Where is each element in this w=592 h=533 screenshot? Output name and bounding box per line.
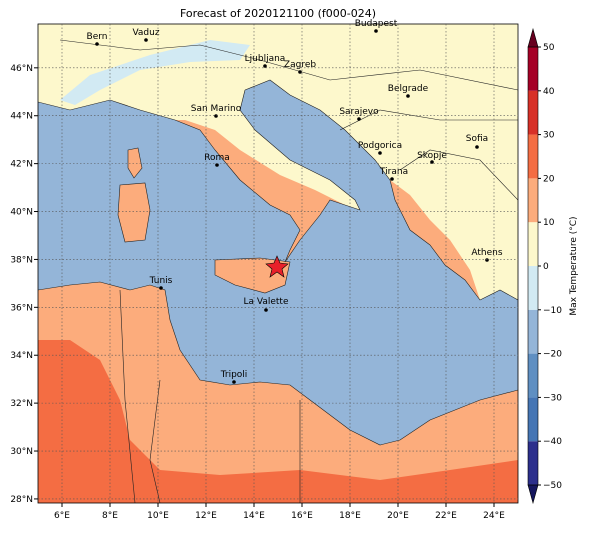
city-label: La Valette xyxy=(244,297,289,307)
x-tick-label: 24°E xyxy=(483,511,505,521)
x-tick-label: 22°E xyxy=(435,511,457,521)
sardinia xyxy=(117,182,151,243)
city-dot xyxy=(298,70,302,74)
corsica xyxy=(127,147,143,179)
greece-coast xyxy=(390,180,480,300)
x-tick-label: 8°E xyxy=(102,511,118,521)
colorbar-tick-label: 20 xyxy=(543,174,555,184)
y-tick-label: 46°N xyxy=(10,64,33,74)
y-tick-label: 44°N xyxy=(10,112,33,122)
city-label: Athens xyxy=(471,248,502,258)
colorbar-bin xyxy=(528,178,538,223)
y-tick-label: 28°N xyxy=(10,495,33,505)
map-frame xyxy=(37,23,519,504)
colorbar-tick-label: −30 xyxy=(543,393,562,403)
colorbar-tick-label: 40 xyxy=(543,87,555,97)
colorbar-bin xyxy=(528,397,538,442)
y-tick-label: 32°N xyxy=(10,399,33,409)
city-label: Belgrade xyxy=(388,84,429,94)
colorbar-bin xyxy=(528,47,538,91)
city-dot xyxy=(485,258,489,262)
colorbar-bin xyxy=(528,90,538,135)
city-dot xyxy=(378,151,382,155)
colorbar-tick-label: −50 xyxy=(543,481,562,491)
city-dot xyxy=(430,160,434,164)
city-label: Podgorica xyxy=(358,141,402,151)
colorbar-bin xyxy=(528,134,538,179)
borders xyxy=(59,39,518,503)
city-label: Vaduz xyxy=(132,28,159,38)
city-dot xyxy=(263,64,267,68)
city-dot xyxy=(232,380,236,384)
colorbar-tick-label: −40 xyxy=(543,437,562,447)
colorbar-tick-label: 10 xyxy=(543,218,555,228)
x-tick-label: 14°E xyxy=(243,511,265,521)
colorbar-label: Max Temperature (°C) xyxy=(569,216,579,315)
cities: Bern Vaduz Ljubljana Zagreb Budapest San… xyxy=(38,19,518,503)
city-dot xyxy=(144,38,148,42)
city-dot xyxy=(390,177,394,181)
y-tick-label: 30°N xyxy=(10,447,33,457)
x-tick-label: 12°E xyxy=(195,511,217,521)
forecast-point xyxy=(265,255,289,278)
city-dot xyxy=(215,163,219,167)
colorbar-tick-label: 30 xyxy=(543,131,555,141)
alpine-area xyxy=(60,40,250,105)
colorbar-tick-label: 50 xyxy=(543,43,555,53)
x-tick-label: 10°E xyxy=(147,511,169,521)
y-tick-label: 38°N xyxy=(10,255,33,265)
y-tick-label: 34°N xyxy=(10,351,33,361)
city-dot xyxy=(406,94,410,98)
city-label: Zagreb xyxy=(284,60,316,70)
city-dot xyxy=(357,117,361,121)
title: Forecast of 2020121100 (f000-024) xyxy=(180,7,376,20)
city-dot xyxy=(374,29,378,33)
city-label: Skopje xyxy=(417,151,447,161)
coastline xyxy=(38,79,518,446)
city-dot xyxy=(95,42,99,46)
y-tick-label: 36°N xyxy=(10,303,33,313)
city-label: Ljubljana xyxy=(245,54,286,64)
y-tick-label: 42°N xyxy=(10,160,33,170)
city-dot xyxy=(475,145,479,149)
city-label: Tirana xyxy=(379,167,408,177)
colorbar-tick-label: 0 xyxy=(543,262,549,272)
city-label: Sarajevo xyxy=(339,107,379,117)
x-tick-label: 6°E xyxy=(54,511,70,521)
colorbar-tick-label: −10 xyxy=(543,306,562,316)
italy-coast xyxy=(175,120,345,262)
colorbar-bin xyxy=(528,441,538,485)
x-tick-label: 16°E xyxy=(291,511,313,521)
city-dot xyxy=(159,286,163,290)
colorbar-bin xyxy=(528,309,538,354)
colorbar-tick-label: −20 xyxy=(543,350,562,360)
city-dot xyxy=(264,308,268,312)
city-label: San Marino xyxy=(191,104,242,114)
city-label: Roma xyxy=(204,153,230,163)
colorbar-bin xyxy=(528,222,538,266)
x-tick-label: 18°E xyxy=(339,511,361,521)
africa-hot xyxy=(38,340,518,503)
city-label: Tunis xyxy=(149,276,173,286)
city-label: Budapest xyxy=(355,19,398,29)
x-tick-label: 20°E xyxy=(387,511,409,521)
colorbar-bin xyxy=(528,353,538,398)
colorbar-extend-low xyxy=(527,484,539,505)
y-tick-label: 40°N xyxy=(10,208,33,218)
city-label: Tripoli xyxy=(220,370,248,380)
city-label: Bern xyxy=(87,32,108,42)
city-label: Sofia xyxy=(466,134,488,144)
colorbar-bin xyxy=(528,266,538,310)
colorbar-extend-high xyxy=(527,27,539,48)
city-dot xyxy=(214,114,218,118)
